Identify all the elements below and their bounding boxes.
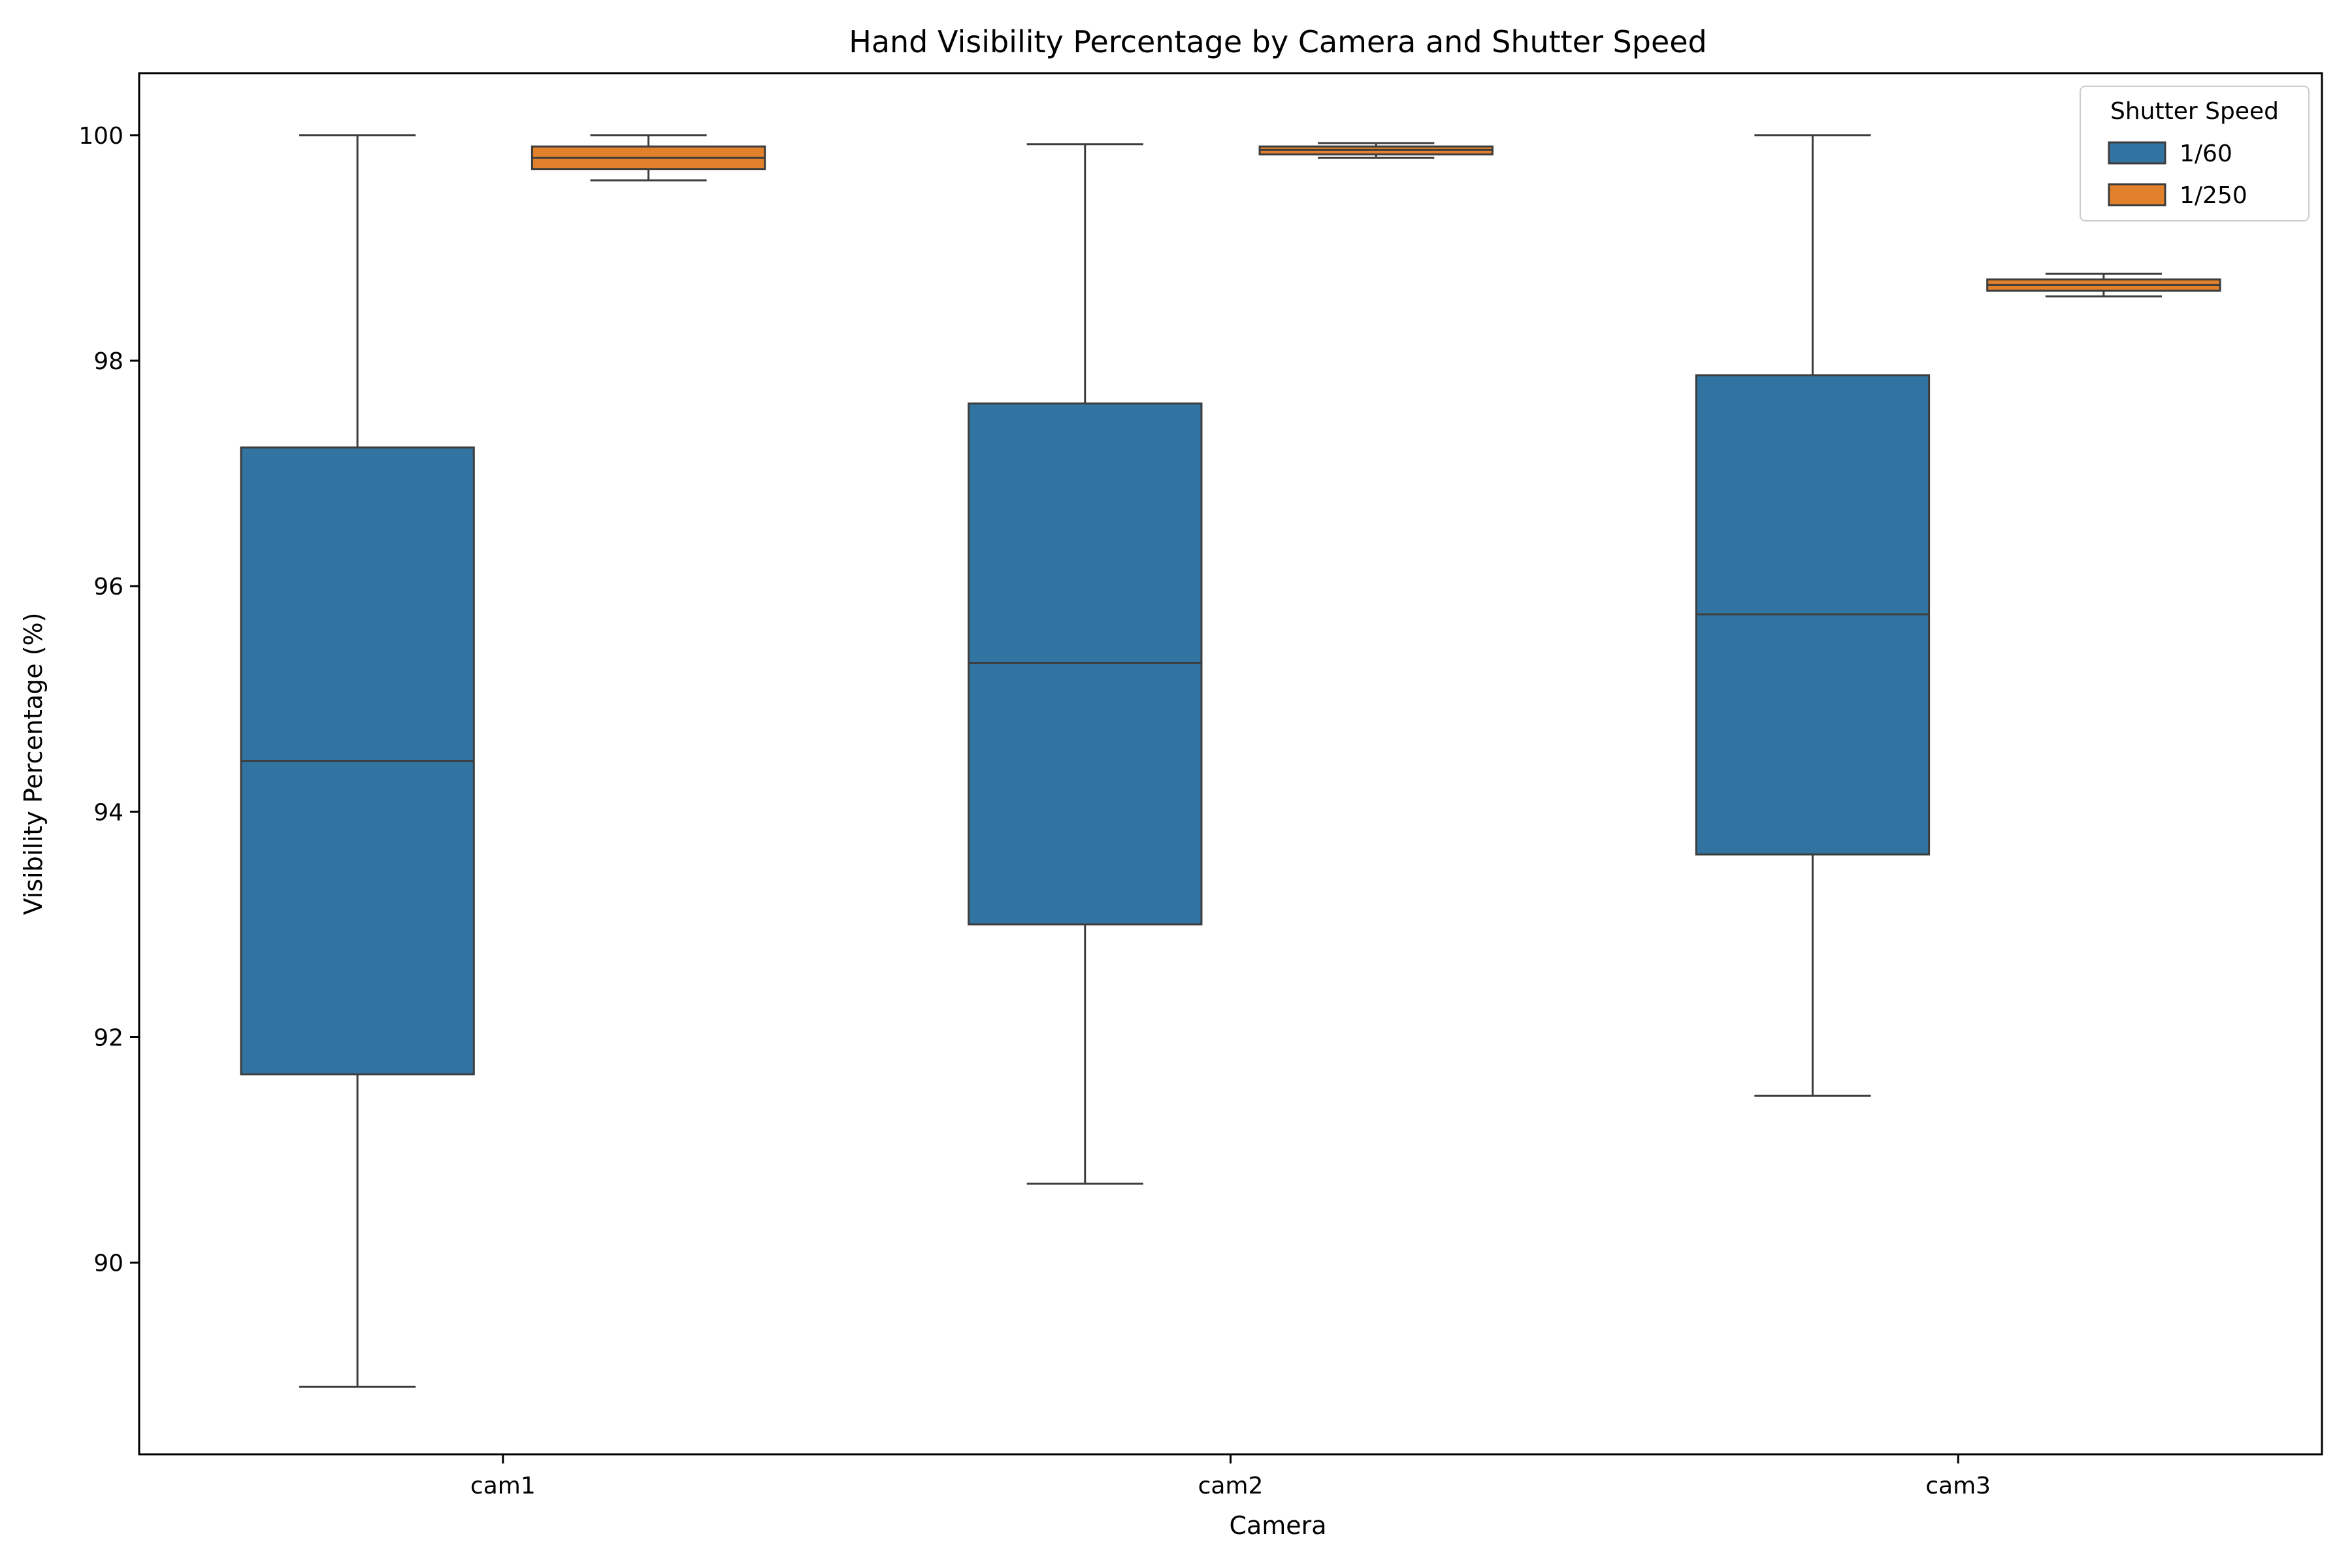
x-tick-label: cam2 — [1198, 1473, 1264, 1499]
legend-swatch — [2108, 141, 2166, 165]
y-tick-label: 100 — [78, 123, 123, 150]
chart-title: Hand Visibility Percentage by Camera and… — [849, 24, 1707, 59]
x-axis-label: Camera — [1229, 1511, 1326, 1540]
y-tick-label: 92 — [93, 1024, 123, 1051]
y-tick-label: 98 — [93, 348, 123, 375]
legend-label: 1/250 — [2180, 182, 2247, 209]
box-cam3-1-60 — [1695, 134, 1931, 1097]
y-axis: 90 92 94 96 98 100 — [78, 123, 139, 1277]
box-cam2-1-60 — [968, 143, 1203, 1185]
legend-label: 1/60 — [2180, 140, 2232, 167]
box-cam2-1-250 — [1258, 142, 1494, 159]
box-cam1-1-250 — [531, 134, 766, 182]
x-axis: cam1 cam2 cam3 — [470, 1454, 1991, 1499]
legend-swatch — [2108, 183, 2166, 206]
box-body — [968, 402, 1203, 926]
x-tick-label: cam1 — [470, 1473, 536, 1499]
y-tick-label: 90 — [93, 1250, 123, 1277]
box-cam1-1-60 — [240, 134, 475, 1388]
y-axis-label: Visibility Percentage (%) — [19, 613, 48, 915]
legend: Shutter Speed 1/60 1/250 — [2080, 86, 2310, 221]
x-tick-label: cam3 — [1925, 1473, 1991, 1499]
plot-area — [240, 134, 2221, 1388]
box-cam3-1-250 — [1986, 272, 2221, 298]
legend-title: Shutter Speed — [2110, 98, 2279, 125]
y-tick-label: 96 — [93, 574, 123, 600]
y-tick-label: 94 — [93, 799, 123, 826]
